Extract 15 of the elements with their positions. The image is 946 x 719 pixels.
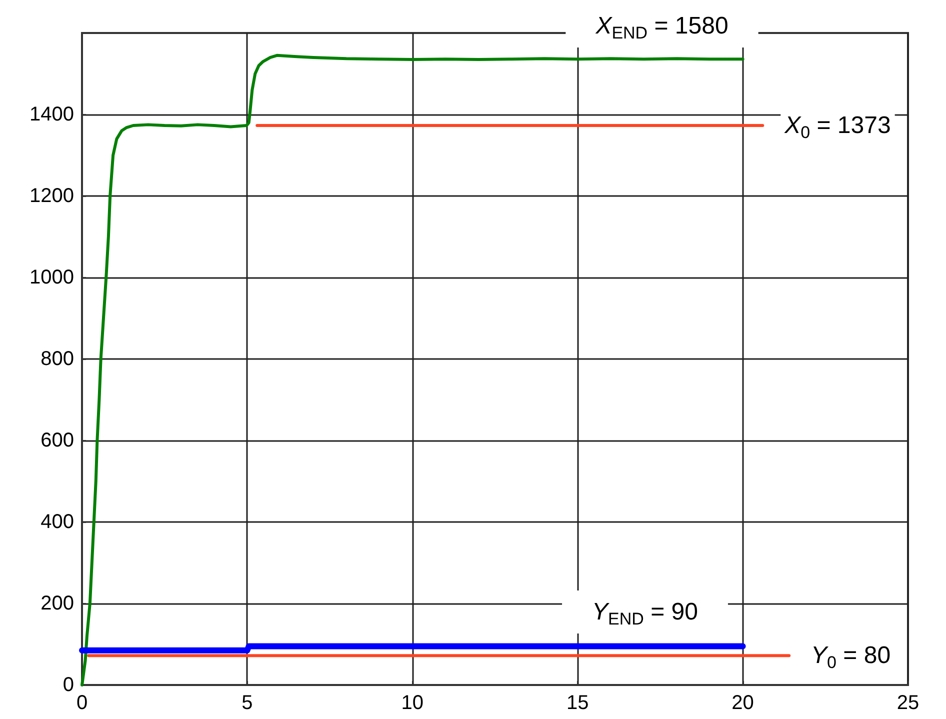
x-tick-label: 0 [76, 692, 88, 714]
y-tick-label: 1400 [30, 104, 74, 126]
x-tick-label: 15 [566, 692, 589, 714]
y-tick-label: 600 [40, 430, 74, 452]
x-tick-label: 25 [896, 692, 920, 714]
x-tick-label: 5 [242, 692, 253, 714]
x-tick-label: 20 [732, 692, 754, 714]
y-tick-label: 0 [62, 674, 74, 696]
x-tick-label: 10 [401, 692, 424, 714]
y-tick-label: 1200 [30, 185, 74, 207]
y-tick-label: 1000 [30, 266, 74, 288]
y-tick-label: 800 [40, 348, 74, 370]
y-tick-label: 200 [40, 592, 74, 614]
line-series [80, 54, 744, 686]
y-tick-label: 400 [40, 511, 74, 533]
